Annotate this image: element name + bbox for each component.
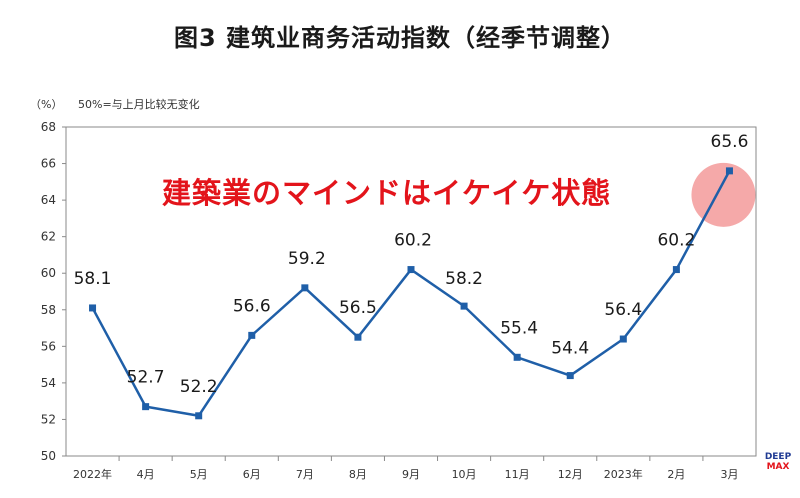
- data-point-marker: [89, 304, 97, 312]
- highlight-circle: [691, 162, 756, 227]
- deepmax-logo: DEEP MAX: [760, 452, 796, 472]
- data-label: 52.2: [180, 377, 218, 397]
- data-point-marker: [619, 335, 627, 343]
- x-tick-label: 2月: [667, 468, 685, 481]
- data-point-marker: [725, 167, 733, 175]
- x-tick-label: 4月: [137, 468, 155, 481]
- x-tick-label: 3月: [720, 468, 738, 481]
- data-label: 56.6: [233, 296, 271, 316]
- x-tick-label: 2023年: [604, 467, 643, 481]
- data-point-marker: [672, 266, 680, 274]
- data-point-marker: [301, 284, 309, 292]
- x-tick-label: 12月: [558, 468, 583, 481]
- y-tick-label: 54: [41, 376, 56, 390]
- x-tick-label: 2022年: [73, 467, 112, 481]
- x-tick-label: 7月: [296, 468, 314, 481]
- data-label: 58.1: [74, 269, 112, 289]
- data-point-marker: [195, 412, 203, 420]
- chart-note: 50%=与上月比较无变化: [78, 98, 200, 111]
- data-label: 60.2: [394, 231, 432, 251]
- data-point-marker: [407, 266, 415, 274]
- logo-line-1: DEEP: [764, 452, 792, 462]
- y-axis-unit-label: （%）: [30, 98, 63, 111]
- data-label: 54.4: [551, 339, 589, 359]
- y-tick-label: 66: [41, 157, 56, 171]
- data-label: 60.2: [657, 231, 695, 251]
- data-label: 52.7: [127, 368, 165, 388]
- chart-title: 图3 建筑业商务活动指数（经季节调整）: [173, 24, 627, 52]
- data-point-marker: [142, 403, 150, 411]
- x-tick-label: 8月: [349, 468, 367, 481]
- data-point-marker: [513, 353, 521, 361]
- x-tick-label: 6月: [243, 468, 261, 481]
- y-tick-label: 60: [41, 266, 56, 280]
- data-label: 56.5: [339, 298, 377, 318]
- logo-line-2: MAX: [766, 462, 790, 472]
- data-label: 56.4: [604, 300, 642, 320]
- x-tick-label: 10月: [452, 468, 477, 481]
- data-label: 59.2: [288, 249, 326, 269]
- y-tick-label: 56: [41, 339, 56, 353]
- y-tick-label: 50: [41, 449, 56, 463]
- y-tick-label: 52: [41, 412, 56, 426]
- x-tick-label: 11月: [505, 468, 530, 481]
- annotation-text: 建築業のマインドはイケイケ状態: [162, 176, 612, 210]
- y-tick-label: 68: [41, 120, 56, 134]
- y-tick-label: 64: [41, 193, 56, 207]
- data-point-marker: [566, 372, 574, 380]
- y-tick-label: 58: [41, 303, 56, 317]
- x-tick-label: 5月: [190, 468, 208, 481]
- data-point-marker: [460, 302, 468, 310]
- data-label: 65.6: [711, 132, 749, 152]
- data-label: 55.4: [500, 318, 538, 338]
- y-tick-label: 62: [41, 230, 56, 244]
- x-tick-label: 9月: [402, 468, 420, 481]
- data-point-marker: [354, 333, 362, 341]
- data-point-marker: [248, 331, 256, 339]
- data-label: 58.2: [445, 269, 483, 289]
- plot-frame: [65, 126, 757, 457]
